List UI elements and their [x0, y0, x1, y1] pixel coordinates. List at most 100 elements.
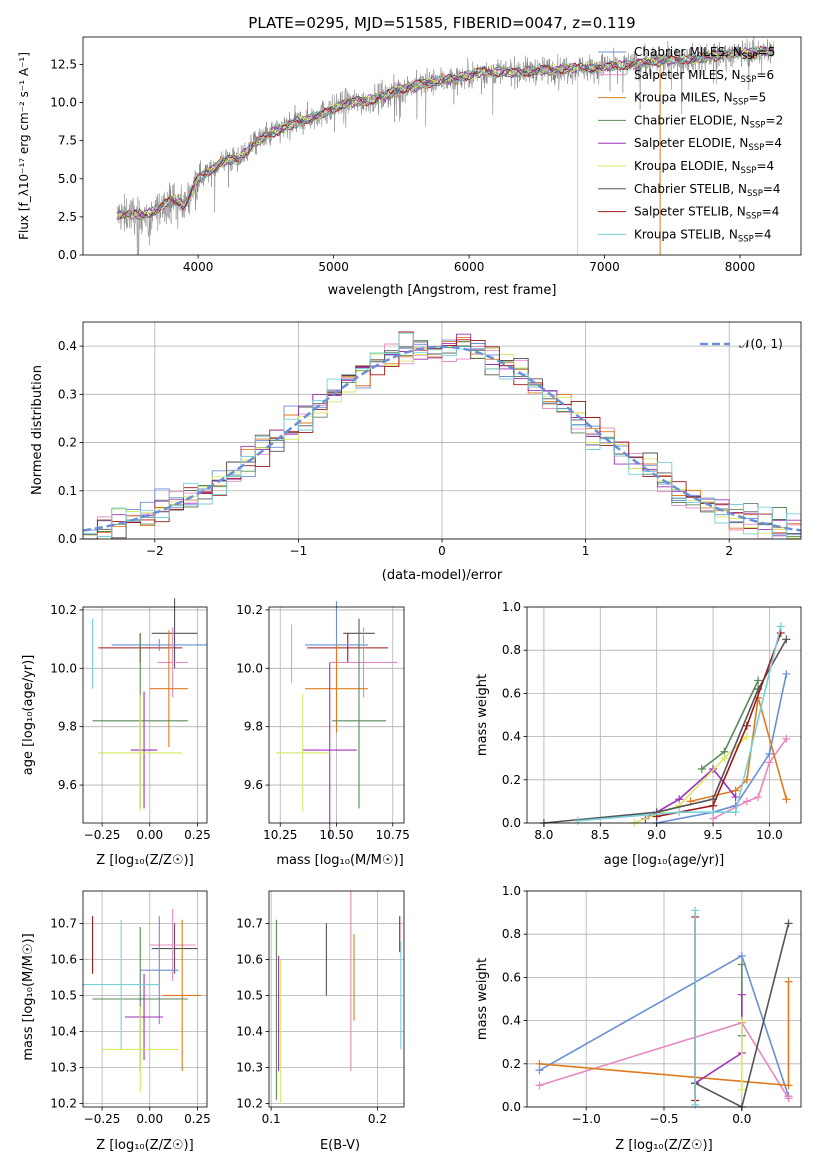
weight-Z-ytick-label: 0.2	[502, 1057, 521, 1071]
legend-entry: 𝒩(0, 1)	[739, 337, 783, 351]
spectrum-xtick-label: 8000	[725, 260, 756, 274]
weight-Z-xtick-label: −0.5	[649, 1112, 678, 1126]
weight-age-xlabel: age [log₁₀(age/yr)]	[604, 853, 725, 868]
mass-ebv-ytick-label: 10.2	[236, 1096, 263, 1110]
mass-Z-xtick-label: −0.25	[84, 1112, 121, 1126]
weight-Z-marker	[535, 1059, 544, 1068]
weight-age-marker	[742, 797, 751, 806]
weight-Z-marker	[784, 977, 793, 986]
weight-Z-marker	[535, 1081, 544, 1090]
hist-ytick-label: 0.1	[58, 484, 77, 498]
weight-Z-series-line	[694, 994, 743, 1084]
spectrum-xtick-label: 7000	[589, 260, 620, 274]
hist-step-line	[83, 332, 801, 540]
legend-entry: Kroupa ELODIE, NSSP=4	[634, 159, 774, 176]
age-mass-xtick-label: 10.50	[319, 828, 353, 842]
legend-entry: Chabrier STELIB, NSSP=4	[634, 182, 781, 199]
weight-Z-marker	[737, 1016, 746, 1025]
mass-Z-ytick-label: 10.3	[50, 1060, 77, 1074]
hist-axes-frame	[82, 321, 802, 540]
weight-age-xtick-label: 8.0	[534, 828, 553, 842]
weight-age-ytick-label: 0.6	[502, 686, 521, 700]
mass-ebv-axes-frame	[268, 890, 405, 1108]
hist-xtick-label: 2	[725, 544, 733, 558]
normal-curve	[82, 345, 802, 532]
weight-Z-ytick-label: 0.4	[502, 1014, 521, 1028]
spectrum-xtick-label: 4000	[183, 260, 214, 274]
spectrum-ytick-label: 2.5	[58, 210, 77, 224]
age-mass-ytick-label: 10.0	[236, 661, 263, 675]
hist-ylabel: Normed distribution	[30, 365, 45, 495]
legend-entry: Salpeter ELODIE, NSSP=4	[634, 136, 782, 153]
weight-age-marker	[742, 732, 751, 741]
weight-age-marker	[731, 808, 740, 817]
weight-age-marker	[720, 754, 729, 763]
weight-Z-marker	[784, 1094, 793, 1103]
weight-Z-xlabel: Z [log₁₀(Z/Z☉)]	[615, 1138, 712, 1153]
weight-Z-marker	[691, 906, 700, 915]
spectrum-xtick-label: 5000	[318, 260, 349, 274]
weight-age-marker	[697, 765, 706, 773]
spectrum-ytick-label: 12.5	[50, 57, 77, 71]
age-Z-xlabel: Z [log₁₀(Z/Z☉)]	[96, 853, 193, 868]
mass-Z-ylabel: mass [log₁₀(M/M☉)]	[21, 933, 36, 1060]
age-Z-axes-frame	[82, 606, 208, 824]
age-Z-ytick-label: 9.6	[58, 778, 77, 792]
mass-ebv-ytick-label: 10.7	[236, 916, 263, 930]
spectrum-xlabel: wavelength [Angstrom, rest frame]	[328, 283, 557, 298]
weight-age-marker	[709, 814, 718, 823]
spectrum-model-line	[116, 45, 774, 220]
mass-ebv-ytick-label: 10.5	[236, 988, 263, 1002]
legend-entry: Chabrier ELODIE, NSSP=2	[634, 113, 783, 130]
weight-age-marker	[709, 801, 718, 810]
hist-ytick-label: 0.2	[58, 436, 77, 450]
weight-Z-marker	[691, 1100, 700, 1109]
weight-age-marker	[782, 635, 791, 644]
weight-age-ytick-label: 0.8	[502, 643, 521, 657]
weight-age-ytick-label: 1.0	[502, 600, 521, 614]
age-Z-ytick-label: 10.0	[50, 661, 77, 675]
hist-xtick-label: −1	[290, 544, 308, 558]
mass-Z-xlabel: Z [log₁₀(Z/Z☉)]	[96, 1138, 193, 1153]
weight-Z-marker	[784, 919, 793, 928]
weight-Z-marker	[737, 1085, 746, 1094]
legend-entry: Chabrier MILES, NSSP=5	[634, 45, 775, 62]
mass-ebv-xtick-label: 0.1	[262, 1112, 281, 1126]
weight-Z-ytick-label: 0.6	[502, 970, 521, 984]
weight-Z-marker	[737, 951, 746, 960]
weight-age-marker	[675, 808, 684, 817]
spectrum-ytick-label: 5.0	[58, 172, 77, 186]
weight-age-series-line	[690, 697, 788, 803]
legend-entry: Salpeter MILES, NSSP=6	[634, 68, 774, 85]
text-layer: 4000 5000 6000 7000 80000.02.55.07.510.012.5…	[17, 14, 783, 1153]
weight-age-xtick-label: 9.5	[704, 828, 723, 842]
age-mass-xtick-label: 10.25	[263, 828, 297, 842]
mass-Z-xtick-label: 0.25	[184, 1112, 211, 1126]
weight-age-marker	[765, 758, 774, 767]
weight-age-xtick-label: 10.0	[756, 828, 783, 842]
mass-ebv-ytick-label: 10.6	[236, 952, 263, 966]
age-Z-xtick-label: −0.25	[84, 828, 121, 842]
mass-Z-ytick-label: 10.4	[50, 1024, 77, 1038]
weight-age-marker	[754, 676, 763, 685]
weight-Z-ytick-label: 0.0	[502, 1100, 521, 1114]
age-Z-xtick-label: 0.00	[136, 828, 163, 842]
weight-age-marker	[731, 793, 740, 802]
weight-age-series-line	[656, 632, 782, 818]
weight-age-ytick-label: 0.4	[502, 730, 521, 744]
frames-layer	[79, 36, 802, 1111]
weight-Z-marker	[784, 1081, 793, 1090]
hist-xtick-label: 1	[582, 544, 590, 558]
age-mass-ytick-label: 9.8	[244, 720, 263, 734]
mass-Z-axes-frame	[82, 890, 208, 1108]
age-mass-ytick-label: 9.6	[244, 778, 263, 792]
mass-Z-ytick-label: 10.6	[50, 952, 77, 966]
weight-age-marker	[742, 721, 751, 730]
mass-Z-xtick-label: 0.00	[136, 1112, 163, 1126]
weight-age-ytick-label: 0.0	[502, 816, 521, 830]
weight-age-marker	[776, 622, 785, 631]
weight-age-series-line	[645, 767, 737, 820]
weight-age-ytick-label: 0.2	[502, 773, 521, 787]
weight-age-marker	[782, 795, 791, 804]
